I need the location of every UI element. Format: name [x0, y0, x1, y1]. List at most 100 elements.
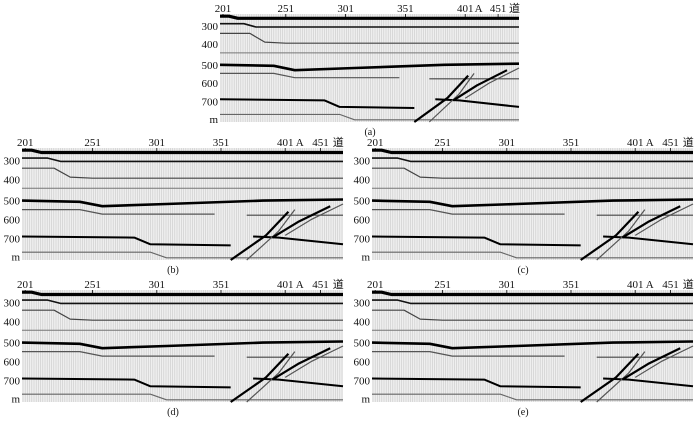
- horizon-5-main: [219, 62, 520, 72]
- depth-tick-label: 300: [354, 155, 371, 167]
- trace-tick-label: 351: [397, 3, 414, 15]
- depth-tick-label: 600: [202, 78, 219, 90]
- horizon-2: [22, 299, 343, 305]
- trace-tick-label: 401: [277, 137, 294, 149]
- trace-tick-label: 301: [149, 137, 166, 149]
- marker-a-label: A: [475, 3, 483, 15]
- depth-tick-label: 400: [4, 174, 21, 186]
- trace-tick-label: 301: [337, 3, 354, 15]
- trace-tick-label: 451: [312, 279, 329, 291]
- depth-tick-label: 300: [4, 155, 21, 167]
- panel-caption: (d): [167, 407, 179, 418]
- fault-right-b: [284, 203, 344, 236]
- trace-tick-label: 351: [213, 137, 230, 149]
- horizon-8: [22, 251, 343, 259]
- trace-tick-label: 301: [149, 279, 166, 291]
- horizon-2: [220, 22, 519, 28]
- horizon-6: [220, 72, 400, 79]
- depth-unit-label: m: [11, 252, 20, 264]
- horizon-7: [371, 235, 581, 247]
- horizon-3: [22, 167, 343, 179]
- trace-tick-label: 451: [490, 3, 507, 15]
- fault-left: [580, 353, 640, 403]
- depth-tick-label: 700: [202, 97, 219, 109]
- trace-tick-label: 401: [277, 279, 294, 291]
- depth-unit-label: m: [11, 394, 20, 406]
- horizon-3: [372, 167, 693, 179]
- fault-right-b: [634, 345, 694, 378]
- horizon-7b: [603, 377, 694, 388]
- fault-right: [271, 205, 331, 239]
- horizon-6: [22, 209, 215, 215]
- horizon-7b: [603, 235, 694, 246]
- trace-unit-label: 道: [683, 277, 694, 291]
- trace-tick-label: 201: [215, 3, 232, 15]
- trace-tick-label: 401: [627, 137, 644, 149]
- seismic-panel-b: 201 251 301 351 401 451 A 道 300 400 500 600 700 m (b): [2, 135, 344, 276]
- fault-left-b: [596, 351, 646, 403]
- seismic-section-svg: 201 251 301 351 401 451 A 道 300 400 500 600 700 m (c): [354, 135, 694, 276]
- marker-a-label: A: [296, 137, 304, 149]
- horizon-5-main: [21, 340, 344, 350]
- depth-tick-label: 600: [4, 357, 21, 369]
- horizon-7: [371, 377, 581, 389]
- depth-tick-label: 600: [354, 357, 371, 369]
- depth-unit-label: m: [209, 114, 218, 126]
- marker-a-label: A: [646, 279, 654, 291]
- depth-tick-label: 300: [354, 297, 371, 309]
- trace-unit-label: 道: [509, 1, 520, 15]
- horizon-2: [372, 157, 693, 163]
- trace-tick-label: 201: [367, 137, 384, 149]
- trace-tick-label: 251: [434, 279, 451, 291]
- horizon-6: [22, 351, 215, 357]
- seismic-section-svg: 201 251 301 351 401 451 A 道 300 400 500 600 700 m (a): [202, 1, 521, 138]
- panel-caption: (c): [517, 265, 528, 276]
- horizon-7b: [253, 377, 344, 388]
- trace-tick-label: 201: [17, 279, 34, 291]
- horizon-top: [22, 148, 343, 155]
- horizon-6: [372, 351, 565, 357]
- horizon-5-main: [371, 198, 694, 208]
- depth-tick-label: 700: [354, 376, 371, 388]
- trace-tick-label: 251: [84, 279, 101, 291]
- horizon-3: [372, 309, 693, 321]
- horizon-7b: [435, 98, 520, 108]
- trace-tick-label: 451: [312, 137, 329, 149]
- marker-a-label: A: [646, 137, 654, 149]
- horizon-7: [219, 98, 415, 109]
- trace-unit-label: 道: [333, 277, 344, 291]
- trace-tick-label: 451: [662, 279, 679, 291]
- fault-left-b: [428, 73, 475, 123]
- trace-tick-label: 201: [367, 279, 384, 291]
- depth-tick-label: 600: [4, 215, 21, 227]
- fault-right-b: [284, 345, 344, 378]
- depth-tick-label: 700: [4, 376, 21, 388]
- trace-tick-label: 401: [627, 279, 644, 291]
- horizon-top: [372, 290, 693, 297]
- depth-tick-label: 500: [4, 196, 21, 208]
- depth-tick-label: 400: [354, 316, 371, 328]
- panel-caption: (b): [167, 265, 179, 276]
- horizon-6: [372, 209, 565, 215]
- trace-tick-label: 251: [434, 137, 451, 149]
- depth-tick-label: 500: [4, 338, 21, 350]
- fault-left-b: [246, 351, 296, 403]
- depth-tick-label: 500: [354, 196, 371, 208]
- fault-left-b: [596, 209, 646, 261]
- seismic-section-svg: 201 251 301 351 401 451 A 道 300 400 500 600 700 m (b): [4, 135, 344, 276]
- horizon-7b: [253, 235, 344, 246]
- fault-right: [271, 347, 331, 381]
- trace-tick-label: 401: [457, 3, 474, 15]
- fault-right: [452, 69, 508, 102]
- trace-tick-label: 301: [499, 137, 516, 149]
- depth-tick-label: 700: [4, 234, 21, 246]
- trace-lines: [22, 148, 343, 260]
- horizon-top: [220, 14, 519, 20]
- trace-tick-label: 251: [84, 137, 101, 149]
- fault-left: [230, 211, 290, 261]
- depth-tick-label: 400: [354, 174, 371, 186]
- depth-unit-label: m: [361, 394, 370, 406]
- fault-left: [413, 74, 470, 123]
- fault-right-b: [634, 203, 694, 236]
- horizon-8: [372, 393, 693, 401]
